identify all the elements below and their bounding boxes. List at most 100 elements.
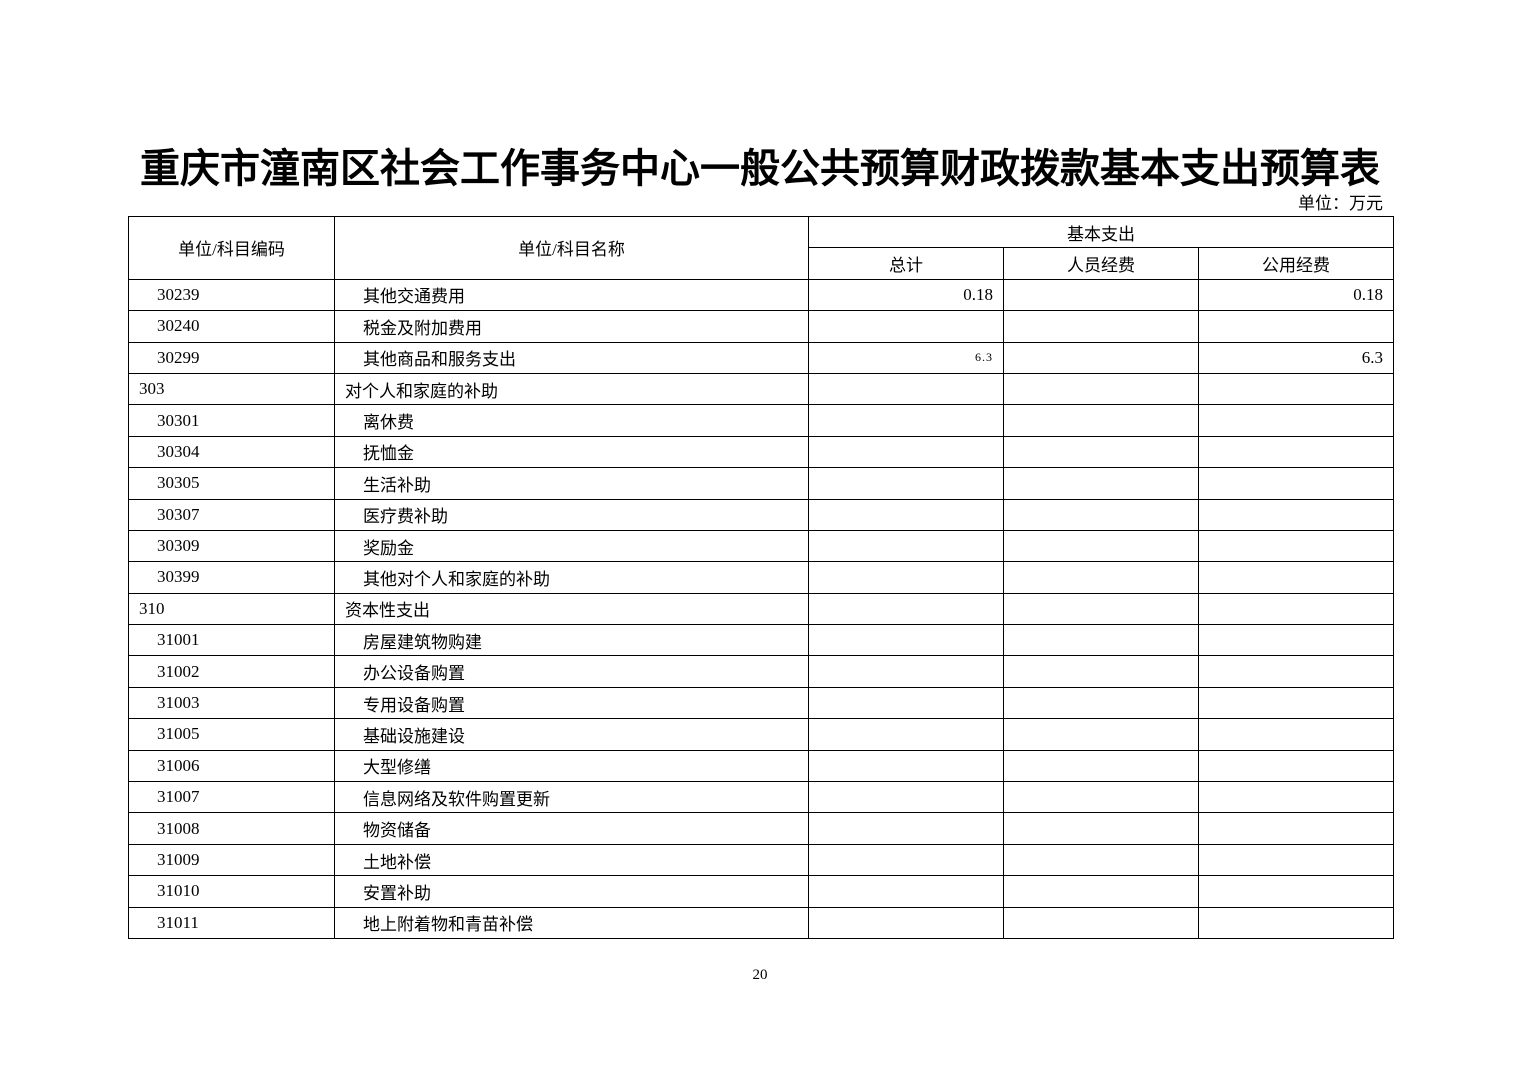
cell-name: 对个人和家庭的补助 — [334, 372, 809, 406]
page-number: 20 — [752, 967, 768, 983]
cell-code: 30304 — [128, 435, 335, 469]
cell-code: 31005 — [128, 718, 335, 751]
cell-total — [808, 875, 1004, 908]
cell-code: 30399 — [128, 561, 335, 594]
cell-name: 安置补助 — [334, 875, 809, 908]
table-row: 31002 办公设备购置 — [128, 655, 1394, 688]
cell-public: 6.3 — [1198, 341, 1394, 374]
cell-total — [808, 498, 1004, 531]
cell-name: 信息网络及软件购置更新 — [334, 781, 809, 814]
cell-code: 30307 — [128, 498, 335, 531]
cell-code: 31007 — [128, 781, 335, 814]
cell-public — [1198, 812, 1394, 845]
cell-public — [1198, 843, 1394, 877]
cell-name: 其他商品和服务支出 — [334, 341, 809, 374]
cell-personnel — [1003, 592, 1199, 626]
cell-code: 30301 — [128, 404, 335, 437]
cell-personnel — [1003, 843, 1199, 877]
cell-code: 30239 — [128, 278, 335, 312]
cell-personnel — [1003, 686, 1199, 720]
unit-label: 单位：万元 — [1298, 194, 1383, 213]
cell-total — [808, 404, 1004, 437]
cell-code: 310 — [128, 592, 335, 626]
cell-total — [808, 718, 1004, 751]
cell-code: 31001 — [128, 624, 335, 657]
cell-total — [808, 310, 1004, 343]
table-row: 30240 税金及附加费用 — [128, 310, 1394, 343]
table-row: 30307 医疗费补助 — [128, 498, 1394, 531]
cell-total: 0.18 — [808, 278, 1004, 312]
cell-code: 31002 — [128, 655, 335, 688]
cell-code: 31003 — [128, 686, 335, 720]
cell-total — [808, 686, 1004, 720]
cell-code: 30309 — [128, 529, 335, 563]
cell-name: 医疗费补助 — [334, 498, 809, 531]
cell-total — [808, 435, 1004, 469]
table-row: 31006 大型修缮 — [128, 749, 1394, 783]
cell-total — [808, 843, 1004, 877]
table-row: 31001 房屋建筑物购建 — [128, 624, 1394, 657]
cell-public — [1198, 655, 1394, 688]
cell-total — [808, 372, 1004, 406]
cell-personnel — [1003, 529, 1199, 563]
table-row: 31011 地上附着物和青苗补偿 — [128, 906, 1394, 939]
cell-public — [1198, 781, 1394, 814]
cell-personnel — [1003, 498, 1199, 531]
cell-total — [808, 467, 1004, 500]
cell-total — [808, 906, 1004, 939]
cell-public — [1198, 624, 1394, 657]
table-row: 30304 抚恤金 — [128, 435, 1394, 469]
cell-personnel — [1003, 404, 1199, 437]
table-row: 303 对个人和家庭的补助 — [128, 372, 1394, 406]
cell-code: 30305 — [128, 467, 335, 500]
cell-personnel — [1003, 875, 1199, 908]
header-personnel: 人员经费 — [1003, 247, 1199, 280]
cell-personnel — [1003, 435, 1199, 469]
cell-public — [1198, 906, 1394, 939]
table-row: 31009 土地补偿 — [128, 843, 1394, 877]
header-code: 单位/科目编码 — [128, 216, 335, 280]
cell-name: 房屋建筑物购建 — [334, 624, 809, 657]
table-row: 30301 离休费 — [128, 404, 1394, 437]
cell-public — [1198, 718, 1394, 751]
cell-public — [1198, 467, 1394, 500]
cell-name: 其他交通费用 — [334, 278, 809, 312]
budget-table: 单位/科目编码 单位/科目名称 基本支出 总计 人员经费 公用经费 30239 其… — [128, 215, 1394, 939]
header-total: 总计 — [808, 247, 1004, 280]
cell-total — [808, 655, 1004, 688]
cell-public — [1198, 404, 1394, 437]
cell-public — [1198, 592, 1394, 626]
cell-total — [808, 812, 1004, 845]
header-public: 公用经费 — [1198, 247, 1394, 280]
cell-total — [808, 529, 1004, 563]
table-row: 30399 其他对个人和家庭的补助 — [128, 561, 1394, 594]
cell-name: 基础设施建设 — [334, 718, 809, 751]
cell-personnel — [1003, 372, 1199, 406]
table-row: 31003 专用设备购置 — [128, 686, 1394, 720]
cell-public — [1198, 686, 1394, 720]
cell-code: 31006 — [128, 749, 335, 783]
cell-code: 30240 — [128, 310, 335, 343]
table-row: 30239 其他交通费用 0.18 0.18 — [128, 278, 1394, 312]
cell-name: 抚恤金 — [334, 435, 809, 469]
cell-name: 税金及附加费用 — [334, 310, 809, 343]
cell-public — [1198, 498, 1394, 531]
cell-personnel — [1003, 310, 1199, 343]
cell-name: 生活补助 — [334, 467, 809, 500]
cell-total: 6.3 — [808, 341, 1004, 374]
cell-name: 离休费 — [334, 404, 809, 437]
cell-personnel — [1003, 812, 1199, 845]
cell-name: 资本性支出 — [334, 592, 809, 626]
table-row: 30299 其他商品和服务支出 6.3 6.3 — [128, 341, 1394, 374]
cell-public — [1198, 310, 1394, 343]
cell-personnel — [1003, 781, 1199, 814]
cell-public — [1198, 435, 1394, 469]
cell-name: 地上附着物和青苗补偿 — [334, 906, 809, 939]
cell-code: 31009 — [128, 843, 335, 877]
cell-personnel — [1003, 718, 1199, 751]
cell-personnel — [1003, 749, 1199, 783]
table-row: 31005 基础设施建设 — [128, 718, 1394, 751]
cell-personnel — [1003, 341, 1199, 374]
cell-name: 办公设备购置 — [334, 655, 809, 688]
header-basic-expenditure: 基本支出 — [808, 215, 1394, 249]
